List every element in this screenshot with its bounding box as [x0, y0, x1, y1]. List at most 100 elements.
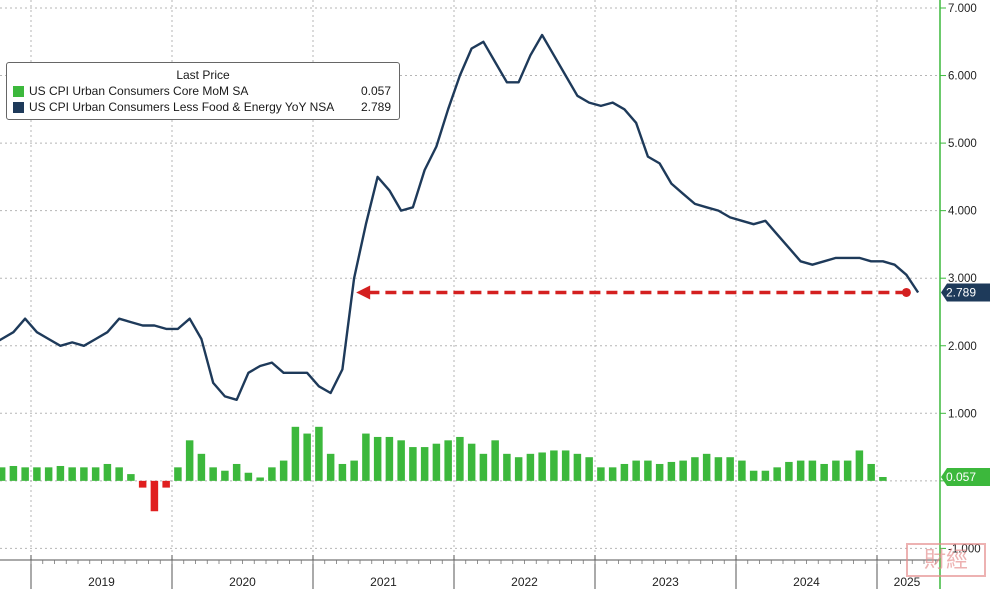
bar: [244, 472, 253, 481]
bar: [21, 467, 29, 481]
bar: [103, 463, 112, 481]
bar: [373, 436, 382, 481]
bar: [761, 470, 770, 481]
bar: [644, 460, 652, 481]
bar: [127, 474, 135, 481]
legend-swatch-green: [13, 86, 24, 97]
bar: [138, 480, 147, 488]
bar: [0, 467, 6, 481]
bar: [432, 443, 441, 481]
legend-value: 0.057: [360, 84, 391, 98]
bar: [808, 460, 817, 481]
bar: [420, 447, 429, 481]
bar: [409, 447, 417, 481]
x-tick-label: 2024: [793, 575, 820, 589]
bar: [867, 463, 875, 481]
bar: [350, 460, 358, 481]
bar: [9, 465, 18, 481]
bar: [820, 463, 828, 481]
bar: [385, 436, 394, 481]
watermark-stamp: 財經: [906, 543, 986, 577]
bar: [91, 467, 100, 481]
bar: [315, 426, 323, 481]
bar: [303, 433, 311, 481]
bar: [773, 467, 781, 481]
bar: [397, 440, 405, 481]
bar: [832, 460, 840, 481]
bar: [655, 463, 664, 481]
y-tick-label: 6.000: [948, 71, 977, 83]
bar: [221, 470, 229, 481]
bar: [550, 450, 558, 481]
bar: [197, 453, 206, 481]
bar: [738, 460, 746, 481]
legend-value: 2.789: [360, 100, 391, 114]
y-axis: -1.000 1.000 2.000 3.000 4.000 5.000 6.000 7.00…: [939, 0, 981, 589]
bar: [749, 470, 758, 481]
legend-label: US CPI Urban Consumers Core MoM SA: [29, 84, 249, 98]
bar: [785, 461, 793, 481]
x-tick-label: 2025: [894, 575, 921, 589]
core-mom-bars: [0, 426, 887, 512]
y-tick-label: 1.000: [948, 408, 977, 420]
legend-swatch-navy: [13, 102, 24, 113]
bar: [702, 453, 711, 481]
bar: [679, 460, 687, 481]
y-tick-label: 2.000: [948, 341, 977, 353]
x-tick-label: 2020: [229, 575, 256, 589]
last-value-yoy-bg: [941, 283, 990, 302]
bar: [561, 450, 570, 481]
bar: [44, 467, 53, 481]
last-value-yoy-text: 2.789: [946, 285, 976, 299]
bar: [514, 457, 523, 481]
bar: [33, 467, 41, 481]
bar: [162, 480, 170, 488]
bar: [185, 440, 194, 481]
bar: [620, 463, 629, 481]
bar: [726, 457, 734, 481]
bar: [526, 453, 535, 481]
last-value-yoy: 2.789: [941, 283, 990, 302]
x-axis: 2019 2020 2021 2022 2023 2024 2025: [0, 555, 940, 589]
bar: [479, 453, 488, 481]
last-value-labels: 2.789 0.057: [941, 283, 990, 486]
y-tick-label: 3.000: [948, 273, 977, 285]
legend-entry-core-yoy: US CPI Urban Consumers Less Food & Energ…: [13, 100, 391, 115]
core-yoy-line: [0, 33, 920, 401]
bar: [279, 460, 288, 481]
last-value-mom-text: 0.057: [946, 470, 976, 484]
bar: [503, 453, 511, 481]
bar: [68, 467, 76, 481]
bar: [268, 467, 276, 481]
bar: [585, 457, 593, 481]
bar: [608, 467, 617, 481]
y-tick-label: -1.000: [948, 543, 981, 555]
x-tick-label: 2021: [370, 575, 397, 589]
bar: [467, 443, 476, 481]
bar: [232, 463, 241, 481]
bar: [691, 457, 699, 481]
y-tick-label: 7.000: [948, 3, 977, 15]
arrow-annotation: [356, 285, 911, 300]
bar: [796, 460, 805, 481]
bar: [174, 467, 182, 481]
bar: [291, 426, 300, 481]
last-value-mom-bg: [941, 467, 990, 486]
arrow-origin-dot: [901, 287, 911, 297]
bar: [843, 460, 852, 481]
bar: [115, 467, 123, 481]
bar: [338, 463, 347, 481]
legend-label: US CPI Urban Consumers Less Food & Energ…: [29, 100, 335, 114]
x-tick-label: 2019: [88, 575, 115, 589]
x-tick-label: 2023: [652, 575, 679, 589]
bar: [444, 440, 452, 481]
bar: [150, 480, 159, 512]
bar: [597, 467, 605, 481]
bar: [714, 457, 723, 481]
bar: [491, 440, 499, 481]
last-value-mom: 0.057: [941, 467, 990, 486]
y-tick-label: 4.000: [948, 206, 977, 218]
bar: [855, 450, 864, 481]
bar: [632, 460, 640, 481]
y-tick-label: 5.000: [948, 138, 977, 150]
